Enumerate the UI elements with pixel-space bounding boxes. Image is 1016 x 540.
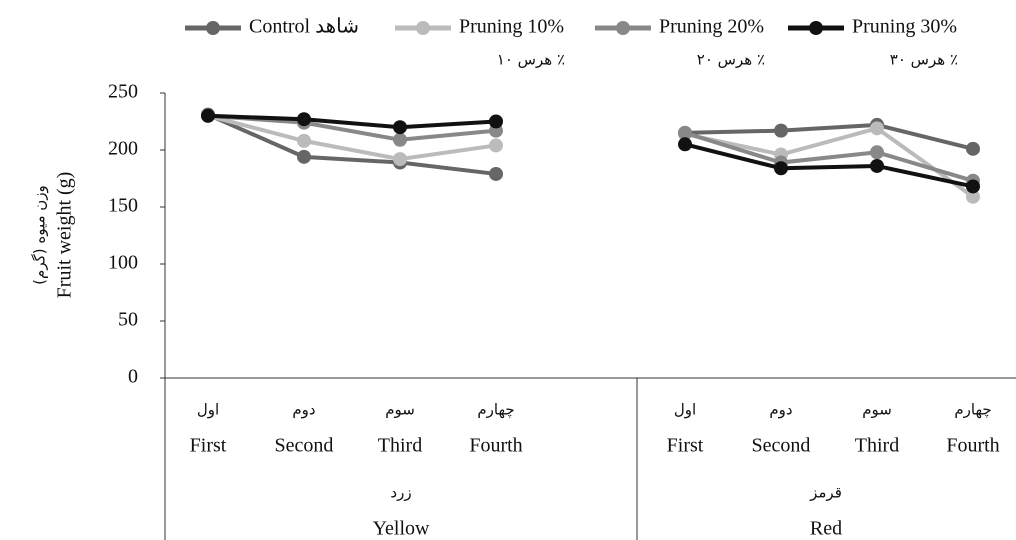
x-tick-label: Fourth [469,435,522,457]
point [870,158,884,173]
legend-swatch [616,21,630,35]
point [870,145,884,160]
x-tick-label: اول [197,401,219,419]
series-line [684,130,974,183]
legend-label: هرس ۳۰ ٪ [890,51,958,69]
point [678,125,692,140]
y-tick-label: 100 [108,252,138,274]
x-tick-label: Third [378,435,422,457]
series-line [207,113,497,130]
point [297,112,311,127]
x-tick-label: دوم [292,401,315,419]
x-tick-label: سوم [862,401,892,419]
y-tick-label: 250 [108,81,138,103]
series-line [684,142,974,189]
point [393,120,407,135]
x-tick-label: First [667,435,704,457]
x-tick-label: سوم [385,401,415,419]
x-tick-label: Second [752,435,811,457]
series-line [207,112,497,176]
y-axis-label: Fruit weight (g) [54,172,76,299]
group-label: Yellow [373,518,430,540]
point [489,114,503,129]
x-tick-label: Second [275,435,334,457]
legend-label: Pruning 30% [852,16,957,38]
legend-swatch [809,21,823,35]
point [774,161,788,176]
group-label: Red [810,518,842,540]
series-line [207,113,497,162]
point [489,138,503,153]
x-tick-label: اول [674,401,696,419]
point [966,179,980,194]
group-label: زرد [390,484,411,502]
point [489,166,503,181]
point [393,132,407,147]
x-tick-label: چهارم [954,401,991,419]
x-tick-label: Third [855,435,899,457]
x-tick-label: First [190,435,227,457]
y-tick-label: 50 [118,309,138,331]
series-line [684,122,974,151]
legend-label: هرس ۱۰ ٪ [497,51,565,69]
point [297,149,311,164]
legend-label: Pruning 20% [659,16,764,38]
legend-label: هرس ۲۰ ٪ [697,51,765,69]
series-line [684,126,975,199]
y-axis-label: وزن میوه (گرم) [31,185,49,285]
y-tick-label: 200 [108,138,138,160]
x-tick-label: Fourth [946,435,999,457]
y-tick-label: 0 [128,366,138,388]
point [201,108,215,123]
point [966,141,980,156]
point [297,133,311,148]
point [870,121,884,136]
legend-label: Pruning 10% [459,16,564,38]
point [393,152,407,167]
y-tick-label: 150 [108,195,138,217]
legend-swatch [416,21,430,35]
point [774,123,788,138]
x-tick-label: دوم [769,401,792,419]
point [966,189,980,204]
legend-swatch [206,21,220,35]
point [678,137,692,152]
x-tick-label: چهارم [477,401,514,419]
group-label: قرمز [809,484,842,502]
legend-label: Control شاهد [249,16,359,38]
